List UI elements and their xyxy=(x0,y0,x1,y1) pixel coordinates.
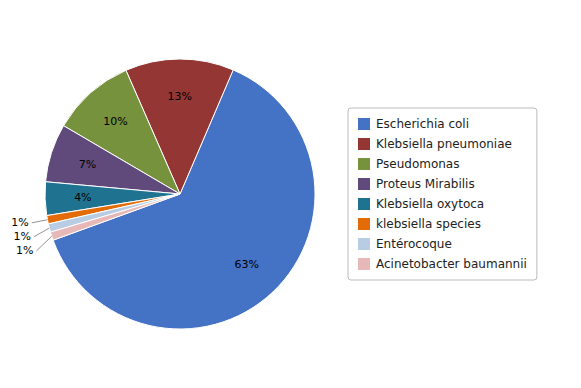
data-label: 7% xyxy=(79,158,96,171)
legend-label: Entérocoque xyxy=(376,237,452,251)
leader-line xyxy=(34,228,49,237)
data-label: 1% xyxy=(11,216,28,229)
slices xyxy=(45,59,315,329)
legend-label: Escherichia coli xyxy=(376,117,469,131)
legend-swatch xyxy=(358,238,370,250)
data-label: 4% xyxy=(74,191,91,204)
data-label: 63% xyxy=(235,258,259,271)
data-label: 10% xyxy=(103,115,127,128)
data-labels: 63%13%10%7%4%1%1%1% xyxy=(11,90,259,271)
legend-frame xyxy=(348,108,537,280)
legend-swatch xyxy=(358,218,370,230)
chart: 63%13%10%7%4%1%1%1%Escherichia coliKlebs… xyxy=(0,0,581,388)
legend-label: Proteus Mirabilis xyxy=(376,177,475,191)
leader-line xyxy=(37,236,52,251)
legend-label: Acinetobacter baumannii xyxy=(376,257,527,271)
legend-swatch xyxy=(358,158,370,170)
data-label: 13% xyxy=(167,90,191,103)
legend-label: klebsiella species xyxy=(376,217,481,231)
pie-slice xyxy=(50,194,180,240)
legend-swatch xyxy=(358,178,370,190)
legend-label: Klebsiella pneumoniae xyxy=(376,137,512,151)
legend-swatch xyxy=(358,258,370,270)
data-label: 1% xyxy=(16,244,33,257)
leader-line xyxy=(32,220,48,223)
legend-swatch xyxy=(358,138,370,150)
legend-swatch xyxy=(358,198,370,210)
legend-swatch xyxy=(358,118,370,130)
legend-label: Pseudomonas xyxy=(376,157,459,171)
legend: Escherichia coli Klebsiella pneumoniae Pse… xyxy=(348,108,537,280)
legend-label: Klebsiella oxytoca xyxy=(376,197,484,211)
data-label: 1% xyxy=(13,230,30,243)
